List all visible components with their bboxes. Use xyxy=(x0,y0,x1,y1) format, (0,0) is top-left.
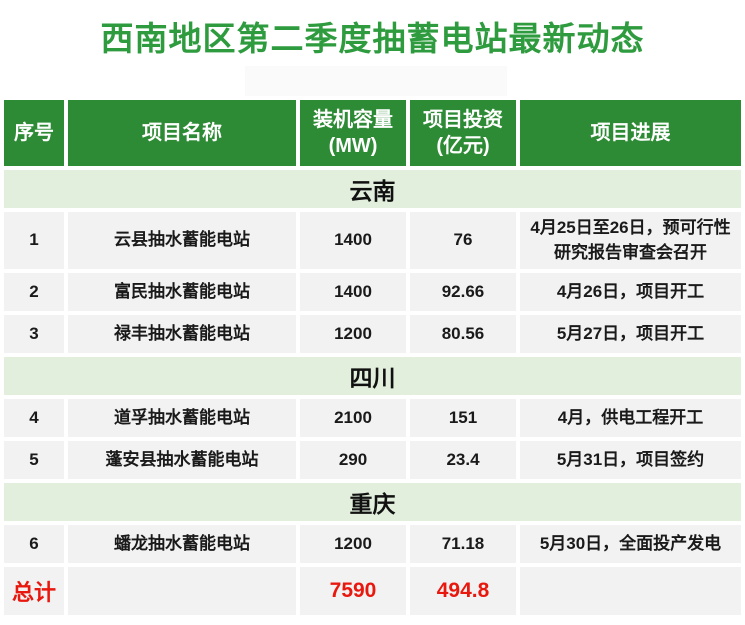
cell-name: 蟠龙抽水蓄能电站 xyxy=(68,525,296,564)
section-label-sichuan: 四川 xyxy=(4,357,741,396)
cell-investment: 71.18 xyxy=(410,525,516,564)
cell-progress: 5月30日，全面投产发电 xyxy=(520,525,741,564)
cell-name: 道孚抽水蓄能电站 xyxy=(68,399,296,438)
page-title: 西南地区第二季度抽蓄电站最新动态 xyxy=(100,20,645,57)
cell-capacity: 1400 xyxy=(300,273,406,312)
total-capacity: 7590 xyxy=(300,567,406,616)
section-row-yunnan: 云南 xyxy=(4,170,741,208)
cell-name: 云县抽水蓄能电站 xyxy=(68,212,296,270)
cell-investment: 92.66 xyxy=(410,273,516,312)
col-header-progress-label: 项目进展 xyxy=(590,122,671,144)
table-row: 3 禄丰抽水蓄能电站 1200 80.56 5月27日，项目开工 xyxy=(4,315,741,354)
table-header-row: 序号 项目名称 装机容量 (MW) 项目投资 (亿元) 项目进展 xyxy=(4,100,741,166)
cell-progress: 5月27日，项目开工 xyxy=(520,315,741,354)
cell-capacity: 2100 xyxy=(300,399,406,438)
cell-capacity: 1200 xyxy=(300,315,406,354)
cell-capacity: 290 xyxy=(300,441,406,480)
cell-no: 1 xyxy=(4,212,64,270)
total-empty-progress-cell xyxy=(520,567,741,616)
cell-capacity: 1400 xyxy=(300,212,406,270)
section-label-yunnan: 云南 xyxy=(4,170,741,208)
cell-no: 6 xyxy=(4,525,64,564)
col-header-no: 序号 xyxy=(4,100,64,166)
table-row: 1 云县抽水蓄能电站 1400 76 4月25日至26日，预可行性研究报告审查会… xyxy=(4,212,741,270)
cell-progress: 4月26日，项目开工 xyxy=(520,273,741,312)
col-header-capacity-unit: (MW) xyxy=(328,135,378,157)
faint-watermark-block xyxy=(245,66,507,96)
col-header-name: 项目名称 xyxy=(68,100,296,166)
total-empty-name-cell xyxy=(68,567,296,616)
cell-no: 5 xyxy=(4,441,64,480)
table-row: 5 蓬安县抽水蓄能电站 290 23.4 5月31日，项目签约 xyxy=(4,441,741,480)
total-row: 总计 7590 494.8 xyxy=(4,567,741,616)
table-row: 2 富民抽水蓄能电站 1400 92.66 4月26日，项目开工 xyxy=(4,273,741,312)
cell-no: 3 xyxy=(4,315,64,354)
col-header-capacity: 装机容量 (MW) xyxy=(300,100,406,166)
table-row: 6 蟠龙抽水蓄能电站 1200 71.18 5月30日，全面投产发电 xyxy=(4,525,741,564)
cell-capacity: 1200 xyxy=(300,525,406,564)
projects-table: 序号 项目名称 装机容量 (MW) 项目投资 (亿元) 项目进展 xyxy=(0,96,745,619)
col-header-progress: 项目进展 xyxy=(520,100,741,166)
col-header-no-label: 序号 xyxy=(14,122,54,144)
section-label-chongqing: 重庆 xyxy=(4,483,741,522)
cell-no: 4 xyxy=(4,399,64,438)
cell-progress: 5月31日，项目签约 xyxy=(520,441,741,480)
col-header-investment: 项目投资 (亿元) xyxy=(410,100,516,166)
cell-name: 禄丰抽水蓄能电站 xyxy=(68,315,296,354)
col-header-capacity-label: 装机容量 xyxy=(313,109,393,131)
total-label: 总计 xyxy=(4,567,64,616)
cell-progress: 4月25日至26日，预可行性研究报告审查会召开 xyxy=(520,212,741,270)
col-header-investment-unit: (亿元) xyxy=(436,135,490,157)
cell-investment: 23.4 xyxy=(410,441,516,480)
cell-name: 蓬安县抽水蓄能电站 xyxy=(68,441,296,480)
cell-progress: 4月，供电工程开工 xyxy=(520,399,741,438)
col-header-investment-label: 项目投资 xyxy=(423,109,503,131)
section-row-sichuan: 四川 xyxy=(4,357,741,396)
cell-name: 富民抽水蓄能电站 xyxy=(68,273,296,312)
total-investment: 494.8 xyxy=(410,567,516,616)
section-row-chongqing: 重庆 xyxy=(4,483,741,522)
cell-no: 2 xyxy=(4,273,64,312)
cell-investment: 76 xyxy=(410,212,516,270)
table-row: 4 道孚抽水蓄能电站 2100 151 4月，供电工程开工 xyxy=(4,399,741,438)
col-header-name-label: 项目名称 xyxy=(142,122,222,144)
cell-investment: 80.56 xyxy=(410,315,516,354)
cell-investment: 151 xyxy=(410,399,516,438)
